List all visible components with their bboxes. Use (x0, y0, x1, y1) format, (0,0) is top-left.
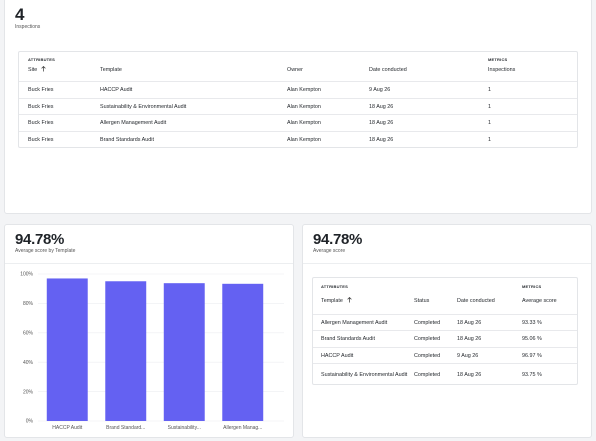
table-cell: Completed (414, 336, 441, 342)
table-cell: Buck Fries (28, 137, 54, 143)
table-cell: Alan Kempton (287, 87, 321, 93)
table-row: Brand Standards Audit Completed 18 Aug 26 9… (313, 330, 577, 348)
table-cell: 93.33 % (522, 319, 542, 326)
table-cell: Completed (414, 352, 441, 359)
metric-value: 4 (15, 5, 25, 24)
score-card: 94.78% Average score ATTRIBUTES METRICS Te… (302, 224, 592, 438)
table-row: HACCP Audit Completed 9 Aug 26 96.97 % (313, 347, 577, 364)
table-cell: 18 Aug 26 (369, 103, 394, 110)
table-cell: Alan Kempton (287, 120, 321, 126)
table-cell: Buck Fries (28, 103, 54, 110)
inspections-table: ATTRIBUTES METRICS Site Template Owner Date c… (18, 51, 578, 148)
table-cell: 93.75 % (522, 371, 542, 378)
table-cell: HACCP Audit (321, 352, 354, 359)
table-cell: Sustainability & Environmental Audit (321, 371, 408, 378)
table-cell: Completed (414, 319, 441, 326)
column-header[interactable]: Site (28, 64, 100, 76)
table-cell: Allergen Management Audit (321, 319, 388, 326)
table-cell: Buck Fries (28, 120, 54, 126)
column-header[interactable]: Inspections (488, 66, 516, 73)
table-cell: Alan Kempton (287, 103, 321, 110)
divider (5, 263, 293, 264)
group-header: ATTRIBUTES (28, 57, 56, 62)
column-header[interactable]: Average score (522, 297, 557, 304)
table-cell: Brand Standards Audit (321, 336, 375, 342)
column-header[interactable]: Date conducted (369, 66, 407, 73)
column-header[interactable]: Template (100, 66, 122, 73)
table-cell: 1 (488, 120, 491, 126)
column-header[interactable]: Date conducted (457, 297, 495, 304)
inspections-card: 4 Inspections ATTRIBUTES METRICS Site Templ… (4, 0, 592, 214)
table-row: Sustainability & Environmental Audit Comp… (313, 363, 577, 386)
group-header: ATTRIBUTES (321, 284, 349, 289)
metric-value: 94.78% (313, 231, 363, 248)
table-cell: 9 Aug 26 (369, 87, 391, 93)
table-cell: 9 Aug 26 (457, 352, 479, 359)
table-cell: 95.06 % (522, 336, 542, 342)
table-cell: 18 Aug 26 (457, 319, 482, 326)
column-header[interactable]: Owner (287, 66, 303, 73)
table-row: Buck Fries HACCP Audit Alan Kempton 9 Aug 2… (19, 81, 577, 99)
table-cell: Brand Standards Audit (100, 137, 154, 143)
table-cell: 1 (488, 103, 491, 110)
table-row: Buck Fries Sustainability & Environmental… (19, 98, 577, 115)
table-cell: 18 Aug 26 (369, 137, 394, 143)
table-cell: 1 (488, 137, 491, 143)
table-cell: Allergen Management Audit (100, 120, 167, 126)
column-header[interactable]: Status (414, 297, 430, 304)
chart-subtitle: Average score by Template (15, 248, 76, 254)
sort-icon[interactable] (347, 296, 352, 306)
group-header: METRICS (488, 57, 508, 62)
table-cell: Completed (414, 371, 441, 378)
table-cell: 18 Aug 26 (457, 371, 482, 378)
score-table: ATTRIBUTES METRICS Template Status Date cond… (312, 277, 578, 385)
table-cell: 18 Aug 26 (369, 120, 394, 126)
table-cell: Alan Kempton (287, 137, 321, 143)
table-cell: 96.97 % (522, 352, 542, 359)
table-cell: HACCP Audit (100, 87, 133, 93)
table-row: Buck Fries Brand Standards Audit Alan Kemp… (19, 131, 577, 149)
group-header: METRICS (522, 284, 542, 289)
table-row: Buck Fries Allergen Management Audit Alan … (19, 114, 577, 132)
table-cell: 18 Aug 26 (457, 336, 482, 342)
metric-label: Inspections (15, 24, 41, 30)
metric-label: Average score (313, 248, 346, 254)
table-cell: 1 (488, 87, 491, 93)
chart-card: 94.78% Average score by Template (4, 224, 294, 438)
table-cell: Sustainability & Environmental Audit (100, 103, 187, 110)
table-row: Allergen Management Audit Completed 18 Aug… (313, 314, 577, 331)
column-header[interactable]: Template (321, 290, 414, 312)
chart-title: 94.78% (15, 231, 65, 248)
sort-icon[interactable] (41, 65, 46, 75)
table-cell: Buck Fries (28, 87, 54, 93)
divider (303, 263, 591, 264)
